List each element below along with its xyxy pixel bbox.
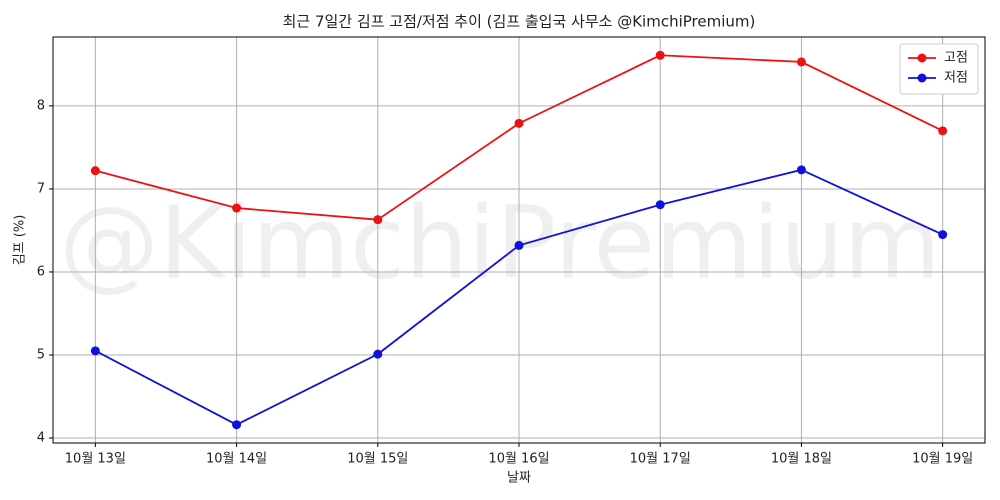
y-tick-label: 6	[37, 264, 45, 279]
legend-label: 고점	[944, 51, 968, 66]
y-tick-label: 5	[37, 347, 45, 362]
data-point	[655, 200, 665, 210]
chart-title: 최근 7일간 김프 고점/저점 추이 (김프 출입국 사무소 @KimchiPr…	[283, 13, 756, 31]
data-point	[373, 215, 383, 225]
data-point	[796, 57, 806, 67]
data-point	[938, 126, 948, 136]
x-tick-label: 10월 14일	[206, 452, 267, 467]
data-point	[232, 420, 242, 430]
data-point	[938, 230, 948, 240]
x-tick-label: 10월 18일	[771, 452, 832, 467]
data-point	[514, 118, 524, 128]
x-tick-label: 10월 16일	[488, 452, 549, 467]
legend-marker	[917, 73, 927, 83]
data-point	[655, 50, 665, 60]
y-tick-label: 8	[37, 98, 45, 113]
y-axis-label: 김프 (%)	[13, 215, 28, 266]
data-point	[90, 346, 100, 356]
plot-frame	[52, 36, 986, 444]
y-tick-label: 7	[37, 181, 45, 196]
data-point	[514, 240, 524, 250]
data-point	[90, 166, 100, 176]
data-point	[373, 349, 383, 359]
x-tick-label: 10월 15일	[347, 452, 408, 467]
x-tick-label: 10월 13일	[65, 452, 126, 467]
watermark: @KimchiPremium	[59, 184, 941, 301]
x-axis-label: 날짜	[507, 471, 531, 486]
data-point	[232, 203, 242, 213]
y-tick-label: 4	[37, 431, 45, 446]
legend-marker	[917, 53, 927, 63]
x-tick-label: 10월 17일	[630, 452, 691, 467]
data-point	[796, 165, 806, 175]
legend-label: 저점	[944, 71, 968, 86]
x-tick-label: 10월 19일	[912, 452, 973, 467]
